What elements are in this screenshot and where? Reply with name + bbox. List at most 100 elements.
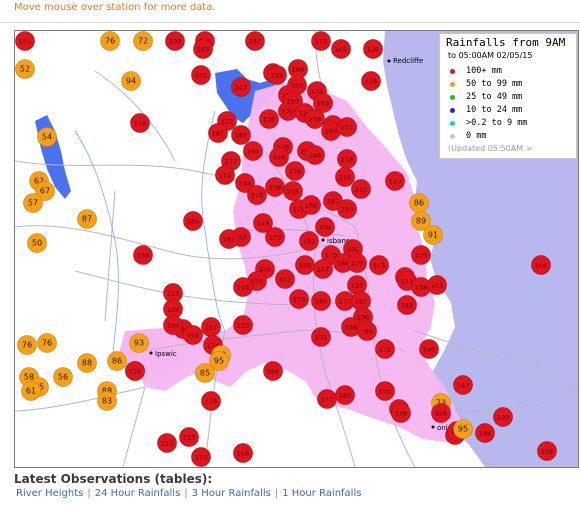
rain-station-marker[interactable]: 192 [301, 195, 321, 215]
link-river-heights[interactable]: River Heights [16, 488, 84, 499]
rain-station-marker[interactable]: 146 [269, 147, 289, 167]
station-dot[interactable] [311, 327, 331, 347]
station-dot[interactable] [201, 391, 221, 411]
station-dot[interactable] [423, 225, 443, 245]
station-dot[interactable] [215, 165, 235, 185]
station-dot[interactable] [375, 381, 395, 401]
rain-station-marker[interactable]: 94 [121, 71, 141, 91]
rain-station-marker[interactable]: 57 [23, 193, 43, 213]
station-dot[interactable] [493, 407, 513, 427]
station-dot[interactable] [419, 339, 439, 359]
rain-station-marker[interactable]: 88 [77, 353, 97, 373]
rain-station-marker[interactable]: 167 [208, 123, 228, 143]
rain-station-marker[interactable]: 85 [195, 363, 215, 383]
station-dot[interactable] [77, 353, 97, 373]
station-dot[interactable] [311, 31, 331, 51]
rainfall-map[interactable]: Redcliffe isbane Ipswic onleigh 76721081… [14, 30, 579, 468]
station-markers[interactable]: 7672108105183150172149109529414518321619… [15, 31, 557, 467]
station-dot[interactable] [193, 39, 213, 59]
rain-station-marker[interactable]: 91 [423, 225, 443, 245]
rain-station-marker[interactable]: 164 [183, 211, 203, 231]
rain-station-marker[interactable]: 76 [37, 333, 57, 353]
station-dot[interactable] [243, 141, 263, 161]
station-dot[interactable] [183, 211, 203, 231]
rain-station-marker[interactable]: 177 [317, 389, 337, 409]
rain-station-marker[interactable]: 145 [369, 255, 389, 275]
station-dot[interactable] [337, 117, 357, 137]
rain-station-marker[interactable]: 166 [263, 361, 283, 381]
station-dot[interactable] [259, 109, 279, 129]
rain-station-marker[interactable]: 143 [231, 77, 251, 97]
station-dot[interactable] [411, 245, 431, 265]
rain-station-marker[interactable]: 178 [247, 185, 267, 205]
rain-station-marker[interactable]: 120 [385, 171, 405, 191]
rain-station-marker[interactable]: 155 [375, 381, 395, 401]
station-dot[interactable] [179, 427, 199, 447]
rain-station-marker[interactable]: 189 [357, 321, 377, 341]
rain-station-marker[interactable]: 146 [531, 255, 551, 275]
rain-station-marker[interactable]: 155 [311, 327, 331, 347]
station-dot[interactable] [245, 31, 265, 51]
rain-station-marker[interactable]: 172 [375, 339, 395, 359]
rain-station-marker[interactable]: 109 [363, 39, 383, 59]
station-dot[interactable] [37, 333, 57, 353]
rain-station-marker[interactable]: 145 [15, 31, 35, 51]
rain-station-marker[interactable]: 186 [475, 423, 495, 443]
rain-station-marker[interactable]: 172 [337, 117, 357, 137]
station-dot[interactable] [53, 367, 73, 387]
rain-station-marker[interactable]: 86 [409, 193, 429, 213]
station-dot[interactable] [107, 351, 127, 371]
link-1-hour-rainfalls[interactable]: 1 Hour Rainfalls [282, 488, 362, 499]
station-dot[interactable] [283, 91, 303, 111]
station-dot[interactable] [133, 245, 153, 265]
rain-station-marker[interactable]: 159 [163, 315, 183, 335]
rain-station-marker[interactable]: 146 [233, 443, 253, 463]
station-dot[interactable] [35, 181, 55, 201]
station-dot[interactable] [337, 199, 357, 219]
station-dot[interactable] [289, 289, 309, 309]
rain-station-marker[interactable]: 103 [493, 407, 513, 427]
rain-station-marker[interactable]: 165 [419, 339, 439, 359]
rain-station-marker[interactable]: 113 [179, 427, 199, 447]
station-dot[interactable] [285, 161, 305, 181]
rain-station-marker[interactable]: 93 [129, 333, 149, 353]
rain-station-marker[interactable]: 67 [35, 181, 55, 201]
rain-station-marker[interactable]: 164 [431, 403, 451, 423]
rain-station-marker[interactable]: 194 [243, 141, 263, 161]
link-24-hour-rainfalls[interactable]: 24 Hour Rainfalls [94, 488, 181, 499]
rain-station-marker[interactable]: 188 [315, 217, 335, 237]
station-dot[interactable] [183, 325, 203, 345]
rain-station-marker[interactable]: 89 [411, 211, 431, 231]
station-dot[interactable] [208, 123, 228, 143]
station-dot[interactable] [275, 269, 295, 289]
station-dot[interactable] [263, 361, 283, 381]
station-dot[interactable] [431, 403, 451, 423]
rain-station-marker[interactable]: 138 [411, 277, 431, 297]
rain-station-marker[interactable]: 159 [537, 441, 557, 461]
rain-station-marker[interactable]: 193 [313, 93, 333, 113]
station-dot[interactable] [397, 295, 417, 315]
station-dot[interactable] [121, 71, 141, 91]
rain-station-marker[interactable]: 52 [15, 59, 35, 79]
station-dot[interactable] [453, 375, 473, 395]
rain-station-marker[interactable]: 173 [265, 227, 285, 247]
rain-station-marker[interactable]: 176 [285, 161, 305, 181]
station-dot[interactable] [163, 315, 183, 335]
station-dot[interactable] [313, 259, 333, 279]
rain-station-marker[interactable]: 128 [361, 71, 381, 91]
station-dot[interactable] [231, 125, 251, 145]
legend-updated[interactable]: (Updated 05:50AM > [448, 144, 533, 153]
rain-station-marker[interactable]: 149 [253, 213, 273, 233]
station-dot[interactable] [77, 209, 97, 229]
rain-station-marker[interactable]: 142 [275, 269, 295, 289]
station-dot[interactable] [363, 39, 383, 59]
rain-station-marker[interactable]: 153 [397, 295, 417, 315]
rain-station-marker[interactable]: 83 [97, 391, 117, 411]
station-dot[interactable] [375, 339, 395, 359]
rain-station-marker[interactable]: 138 [391, 403, 411, 423]
rain-station-marker[interactable]: 250 [283, 91, 303, 111]
station-dot[interactable] [15, 59, 35, 79]
station-dot[interactable] [335, 167, 355, 187]
station-dot[interactable] [531, 255, 551, 275]
rain-station-marker[interactable]: 156 [341, 317, 361, 337]
